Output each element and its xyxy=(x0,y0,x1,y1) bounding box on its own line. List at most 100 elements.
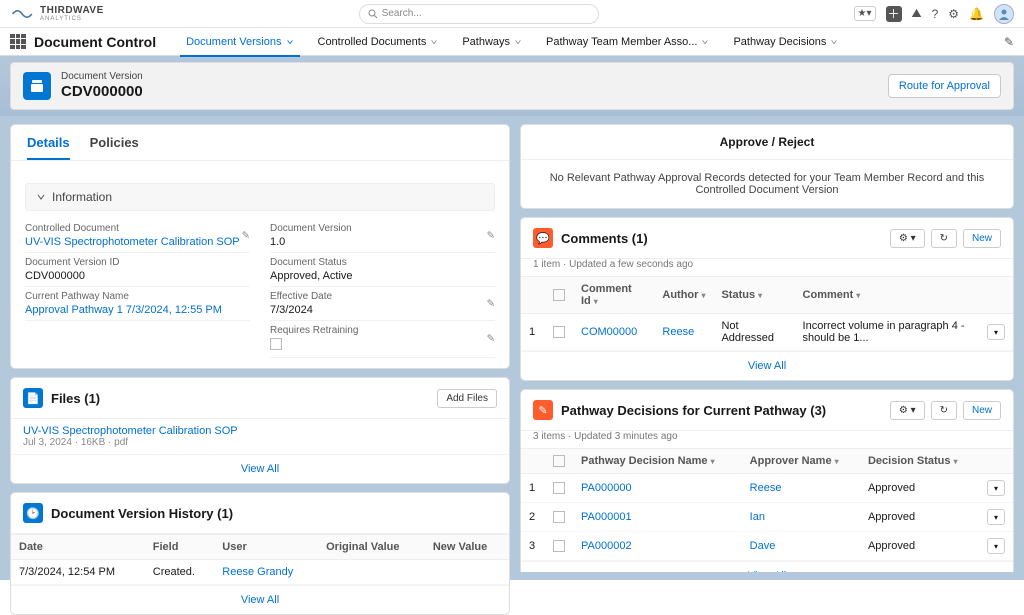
th-date[interactable]: Date xyxy=(11,535,145,560)
row-menu[interactable]: ▾ xyxy=(987,538,1005,554)
checkbox[interactable] xyxy=(553,511,565,523)
th-orig[interactable]: Original Value xyxy=(318,535,425,560)
comment-id-link[interactable]: COM00000 xyxy=(581,326,637,338)
row-menu[interactable]: ▾ xyxy=(987,324,1005,340)
comments-card: 💬 Comments (1) ⚙ ▾ ↻ New 1 item · Update… xyxy=(520,217,1014,381)
row-menu[interactable]: ▾ xyxy=(987,509,1005,525)
comments-icon: 💬 xyxy=(533,228,553,248)
row-menu[interactable]: ▾ xyxy=(987,480,1005,496)
app-title: Document Control xyxy=(34,34,156,50)
notifications-icon[interactable]: 🔔 xyxy=(969,7,984,21)
decisions-icon: ✎ xyxy=(533,400,553,420)
checkbox[interactable] xyxy=(553,455,565,467)
comments-view-all[interactable]: View All xyxy=(521,351,1013,380)
nav-tab-team-member[interactable]: Pathway Team Member Asso... xyxy=(534,28,721,56)
decisions-card: ✎ Pathway Decisions for Current Pathway … xyxy=(520,389,1014,572)
left-column: Details Policies Information Controlled … xyxy=(10,124,510,572)
record-title: CDV000000 xyxy=(61,83,143,101)
field-current-pathway-name: Current Pathway Name Approval Pathway 1 … xyxy=(25,287,250,321)
help-icon[interactable]: ? xyxy=(932,7,939,21)
file-link[interactable]: UV-VIS Spectrophotometer Calibration SOP xyxy=(23,425,497,437)
files-view-all[interactable]: View All xyxy=(11,454,509,483)
comments-table: Comment Id▾ Author▾ Status▾ Comment▾ 1 C… xyxy=(521,276,1013,351)
author-link[interactable]: Reese xyxy=(662,326,694,338)
history-table: Date Field User Original Value New Value… xyxy=(11,534,509,585)
nav-tab-pathway-decisions[interactable]: Pathway Decisions xyxy=(721,28,850,56)
checkbox[interactable] xyxy=(553,482,565,494)
th-new[interactable]: New Value xyxy=(425,535,509,560)
checkbox[interactable] xyxy=(553,540,565,552)
tab-policies[interactable]: Policies xyxy=(90,135,139,160)
route-for-approval-button[interactable]: Route for Approval xyxy=(888,74,1001,98)
th-user[interactable]: User xyxy=(214,535,318,560)
edit-nav-icon[interactable]: ✎ xyxy=(1004,35,1014,49)
nav-tab-pathways[interactable]: Pathways xyxy=(450,28,534,56)
approver-link[interactable]: Ian xyxy=(750,511,765,523)
nav-tab-document-versions[interactable]: Document Versions xyxy=(174,28,305,56)
record-type: Document Version xyxy=(61,71,143,83)
avatar[interactable] xyxy=(994,4,1014,24)
app-launcher-icon[interactable] xyxy=(10,34,26,50)
files-title: Files (1) xyxy=(51,391,100,406)
file-meta: Jul 3, 2024 · 16KB · pdf xyxy=(23,437,497,448)
refresh-button[interactable]: ↻ xyxy=(931,401,957,420)
decisions-table: Pathway Decision Name▾ Approver Name▾ De… xyxy=(521,448,1013,561)
chevron-down-icon xyxy=(36,192,46,202)
search-icon xyxy=(368,9,378,19)
checkbox[interactable] xyxy=(553,289,565,301)
main-content: Details Policies Information Controlled … xyxy=(0,116,1024,580)
trailhead-icon[interactable]: ⛰ xyxy=(912,6,922,21)
global-search[interactable]: Search... xyxy=(359,4,599,24)
add-files-button[interactable]: Add Files xyxy=(437,389,497,408)
right-column: Approve / Reject No Relevant Pathway App… xyxy=(520,124,1014,572)
new-button[interactable]: New xyxy=(963,229,1001,248)
checkbox[interactable] xyxy=(553,326,565,338)
edit-icon[interactable]: ✎ xyxy=(487,298,495,309)
field-document-version-id: Document Version ID CDV000000 xyxy=(25,253,250,287)
approver-link[interactable]: Reese xyxy=(750,482,782,494)
settings-button[interactable]: ⚙ ▾ xyxy=(890,229,925,248)
decision-link[interactable]: PA000002 xyxy=(581,540,632,552)
add-icon[interactable]: ＋ xyxy=(886,6,902,22)
settings-button[interactable]: ⚙ ▾ xyxy=(890,401,925,420)
table-row: 1 PA000000 Reese Approved ▾ xyxy=(521,474,1013,503)
refresh-button[interactable]: ↻ xyxy=(931,229,957,248)
edit-icon[interactable]: ✎ xyxy=(487,334,495,345)
favorites-icon[interactable]: ★▾ xyxy=(854,6,876,21)
table-row: 7/3/2024, 12:54 PM Created. Reese Grandy xyxy=(11,560,509,585)
nav-tab-controlled-documents[interactable]: Controlled Documents xyxy=(306,28,451,56)
decision-link[interactable]: PA000001 xyxy=(581,511,632,523)
approver-link[interactable]: Dave xyxy=(750,540,776,552)
logo-subtext: ANALYTICS xyxy=(40,16,104,22)
approve-title: Approve / Reject xyxy=(521,125,1013,160)
setup-icon[interactable]: ⚙ xyxy=(948,7,959,21)
decisions-title: Pathway Decisions for Current Pathway (3… xyxy=(561,403,826,418)
files-icon: 📄 xyxy=(23,388,43,408)
user-link[interactable]: Reese Grandy xyxy=(222,566,293,578)
section-information[interactable]: Information xyxy=(25,183,495,211)
app-nav: Document Control Document Versions Contr… xyxy=(0,28,1024,56)
history-card: 🕑 Document Version History (1) Date Fiel… xyxy=(10,492,510,615)
field-document-status: Document Status Approved, Active xyxy=(270,253,495,287)
tab-details[interactable]: Details xyxy=(27,135,70,160)
field-controlled-document: Controlled Document UV-VIS Spectrophotom… xyxy=(25,219,250,253)
new-button[interactable]: New xyxy=(963,401,1001,420)
header-actions: ★▾ ＋ ⛰ ? ⚙ 🔔 xyxy=(854,4,1014,24)
checkbox[interactable] xyxy=(270,338,282,350)
edit-icon[interactable]: ✎ xyxy=(487,230,495,241)
field-effective-date: Effective Date 7/3/2024 ✎ xyxy=(270,287,495,321)
decisions-meta: 3 items · Updated 3 minutes ago xyxy=(521,431,1013,448)
decision-link[interactable]: PA000000 xyxy=(581,482,632,494)
field-document-version: Document Version 1.0 ✎ xyxy=(270,219,495,253)
global-header: THIRDWAVE ANALYTICS Search... ★▾ ＋ ⛰ ? ⚙… xyxy=(0,0,1024,28)
th-field[interactable]: Field xyxy=(145,535,215,560)
table-row: 1 COM00000 Reese Not Addressed Incorrect… xyxy=(521,314,1013,351)
decisions-view-all[interactable]: View All xyxy=(521,561,1013,572)
search-placeholder: Search... xyxy=(382,8,422,19)
logo-text: THIRDWAVE xyxy=(40,5,104,16)
history-view-all[interactable]: View All xyxy=(11,585,509,614)
history-title: Document Version History (1) xyxy=(51,506,233,521)
approve-reject-card: Approve / Reject No Relevant Pathway App… xyxy=(520,124,1014,209)
edit-icon[interactable]: ✎ xyxy=(242,230,250,241)
table-row: 3 PA000002 Dave Approved ▾ xyxy=(521,532,1013,561)
